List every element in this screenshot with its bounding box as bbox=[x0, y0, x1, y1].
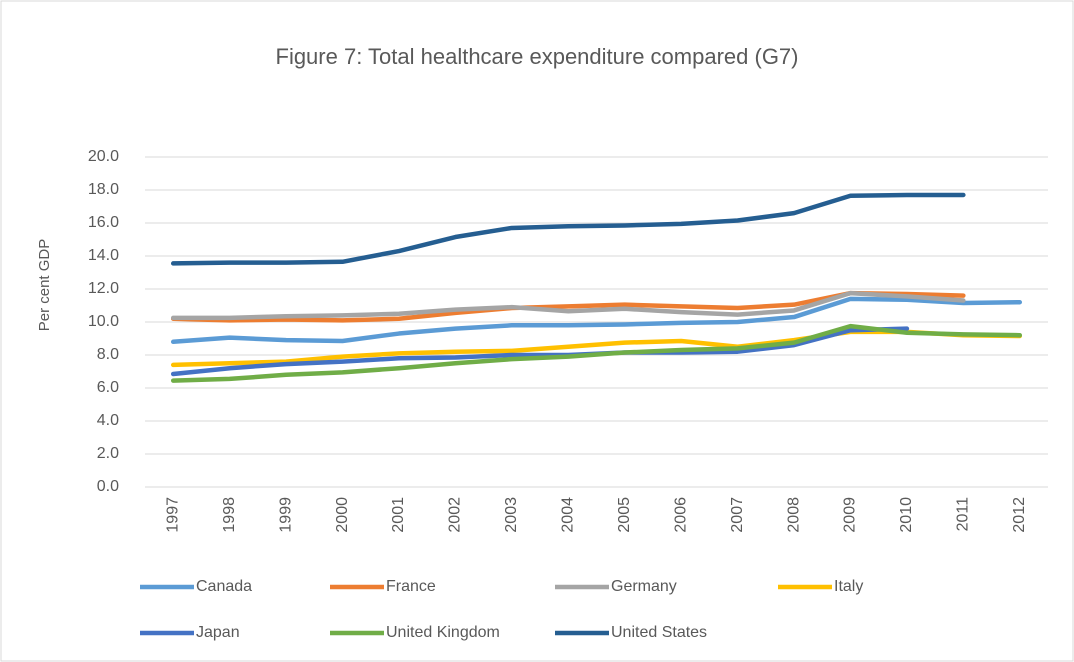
y-tick-label: 12.0 bbox=[88, 280, 119, 297]
x-tick-label: 2006 bbox=[672, 497, 689, 533]
x-tick-label: 1999 bbox=[277, 497, 294, 533]
legend-label: Japan bbox=[196, 624, 240, 641]
series-line bbox=[170, 326, 910, 377]
y-tick-label: 0.0 bbox=[97, 478, 119, 495]
x-tick-label: 2008 bbox=[785, 497, 802, 533]
y-tick-label: 18.0 bbox=[88, 181, 119, 198]
series-line bbox=[170, 329, 1023, 368]
chart-title: Figure 7: Total healthcare expenditure c… bbox=[276, 44, 799, 69]
legend-label: France bbox=[386, 578, 436, 595]
y-tick-label: 16.0 bbox=[88, 214, 119, 231]
x-tick-label: 2005 bbox=[616, 497, 633, 533]
x-tick-label: 2009 bbox=[842, 497, 859, 533]
x-tick-label: 1997 bbox=[164, 497, 181, 533]
x-tick-label: 1998 bbox=[221, 497, 238, 533]
y-tick-label: 20.0 bbox=[88, 148, 119, 165]
y-axis-title: Per cent GDP bbox=[36, 239, 53, 332]
legend-label: Germany bbox=[611, 578, 677, 595]
x-tick-label: 2010 bbox=[898, 497, 915, 533]
y-tick-label: 2.0 bbox=[97, 445, 119, 462]
y-tick-label: 8.0 bbox=[97, 346, 119, 363]
legend-label: United States bbox=[611, 624, 707, 641]
legend-label: Italy bbox=[834, 578, 863, 595]
y-tick-label: 10.0 bbox=[88, 313, 119, 330]
x-tick-label: 2002 bbox=[447, 497, 464, 533]
legend-label: United Kingdom bbox=[386, 624, 500, 641]
x-tick-label: 2004 bbox=[560, 497, 577, 533]
series-line bbox=[170, 323, 1023, 383]
x-tick-label: 2011 bbox=[955, 497, 972, 532]
legend-label: Canada bbox=[196, 578, 252, 595]
series-line bbox=[170, 296, 1023, 345]
series-line bbox=[170, 192, 966, 266]
x-tick-label: 2012 bbox=[1011, 497, 1028, 533]
y-tick-label: 4.0 bbox=[97, 412, 119, 429]
y-tick-label: 6.0 bbox=[97, 379, 119, 396]
y-tick-label: 14.0 bbox=[88, 247, 119, 264]
x-tick-label: 2001 bbox=[390, 497, 407, 533]
series-line bbox=[170, 290, 966, 321]
x-tick-label: 2000 bbox=[334, 497, 351, 533]
x-tick-label: 2007 bbox=[729, 497, 746, 533]
x-tick-label: 2003 bbox=[503, 497, 520, 533]
